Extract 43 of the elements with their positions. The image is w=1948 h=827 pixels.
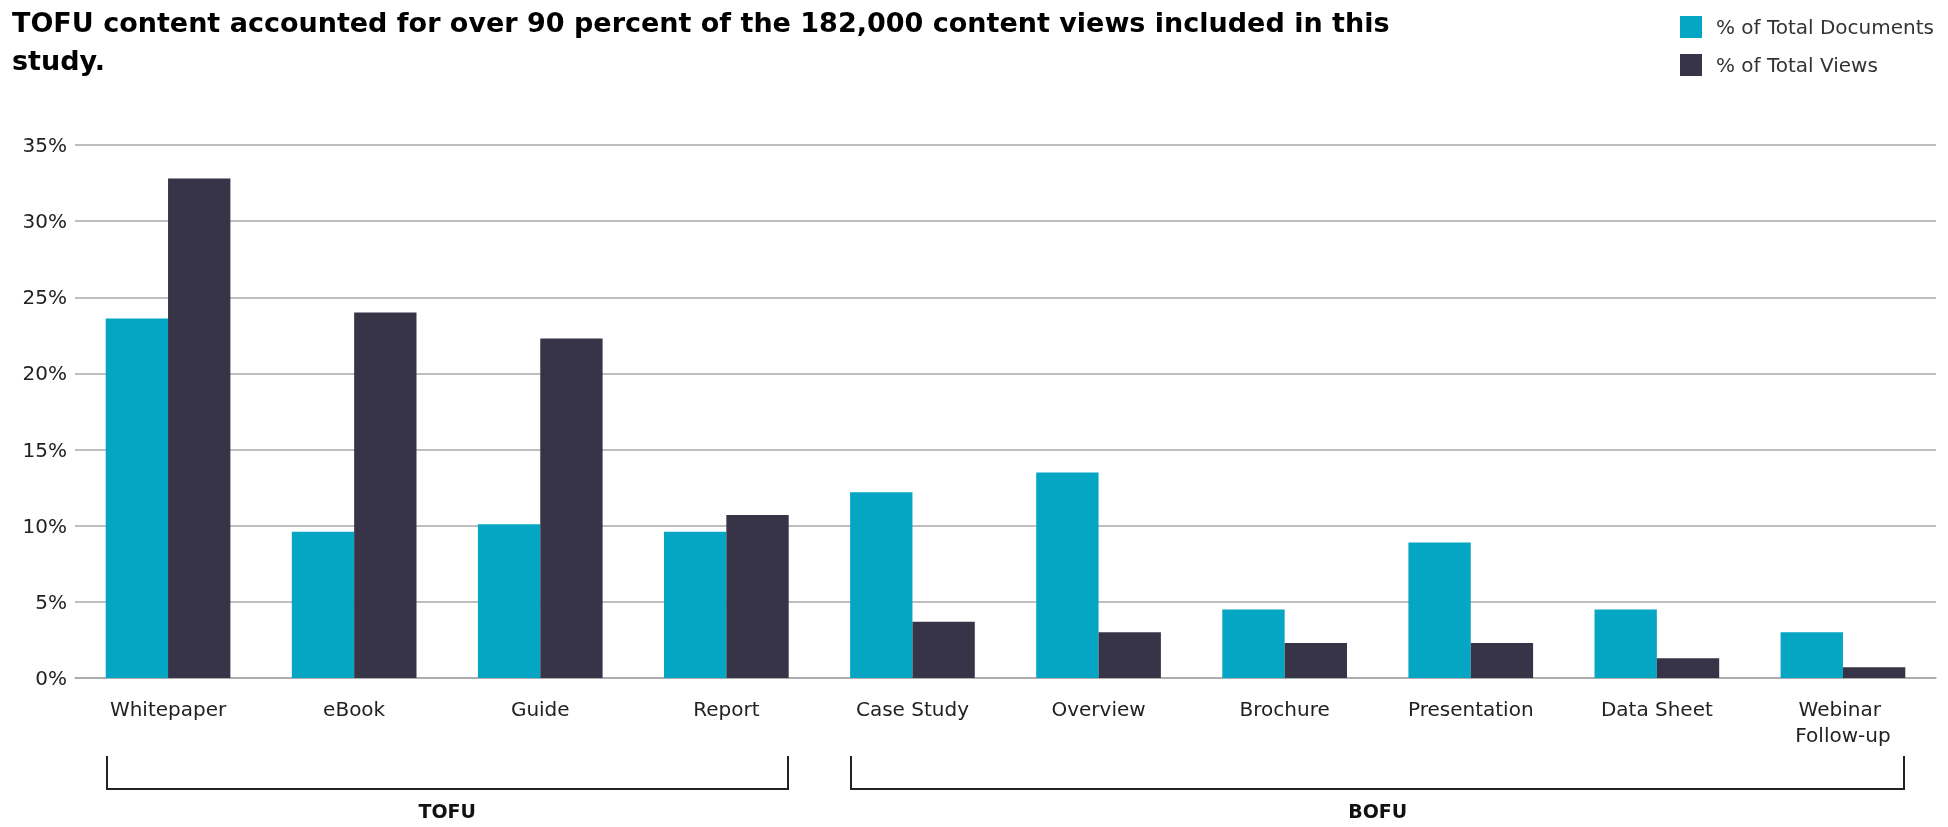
bar — [1222, 609, 1285, 678]
bar — [540, 338, 603, 678]
x-tick-label: Overview — [1051, 697, 1146, 721]
bar — [664, 531, 727, 678]
bar — [1656, 658, 1720, 678]
x-tick-label: Report — [693, 697, 760, 721]
bar — [291, 531, 355, 678]
bar — [1594, 609, 1657, 678]
x-tick-label: eBook — [323, 697, 386, 721]
x-tick-label: Webinar Follow-up — [1795, 697, 1891, 747]
y-tick-label: 10% — [22, 513, 67, 538]
bar — [1098, 632, 1161, 678]
chart-title: TOFU content accounted for over 90 percent of the 182,000 content views included in this study. — [12, 6, 1391, 78]
x-tick-label: Guide — [510, 697, 570, 721]
y-tick-label: 25% — [22, 285, 67, 310]
bar — [850, 492, 913, 678]
legend-label: % of Total Views — [1715, 53, 1878, 77]
bar — [168, 178, 231, 678]
bar — [1408, 542, 1471, 678]
y-tick-label: 5% — [35, 589, 67, 614]
y-tick-label: 20% — [22, 361, 67, 386]
y-tick-label: 35% — [22, 133, 67, 157]
text: BOFU — [1348, 800, 1408, 822]
text: TOFU — [418, 800, 476, 822]
bar — [477, 524, 541, 678]
bar — [105, 318, 169, 678]
bar — [1036, 472, 1099, 678]
x-tick-label: Presentation — [1407, 697, 1534, 721]
y-tick-label: 30% — [22, 209, 67, 234]
x-tick-label: Whitepaper — [109, 697, 227, 721]
x-tick-label: Brochure — [1239, 697, 1330, 721]
x-tick-label: Case Study — [855, 697, 970, 721]
y-tick-label: 15% — [22, 437, 67, 462]
x-tick-label: Data Sheet — [1600, 697, 1713, 721]
bar — [354, 312, 417, 678]
bar — [1780, 632, 1843, 678]
legend-label: % of Total Documents — [1715, 15, 1934, 39]
bar — [1470, 642, 1534, 678]
bar — [1284, 642, 1347, 678]
bar — [726, 515, 789, 678]
bar — [1842, 667, 1906, 678]
y-tick-label: 0% — [35, 666, 67, 690]
bar — [912, 621, 975, 678]
